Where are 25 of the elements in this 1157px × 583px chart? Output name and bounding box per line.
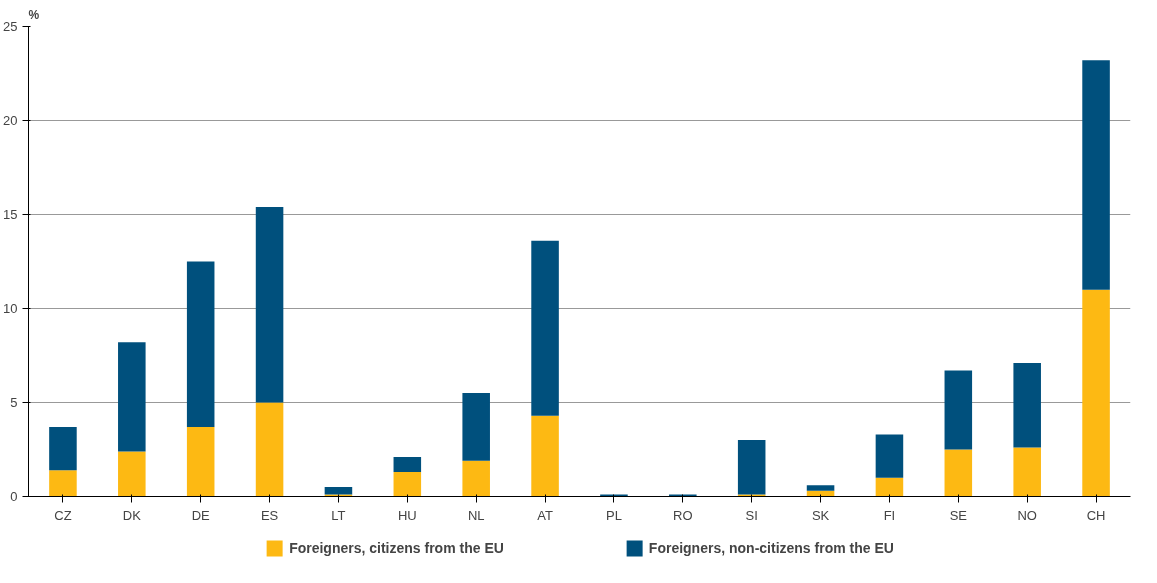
x-tick-label: DE	[191, 507, 211, 523]
x-tick-label: PL	[605, 507, 622, 523]
x-tick-label: NL	[467, 507, 485, 523]
x-tick-label: HU	[397, 507, 417, 523]
x-tick-label: LT	[331, 507, 346, 523]
y-tick-label: 25	[3, 19, 18, 34]
x-tick-label: CH	[1086, 507, 1106, 523]
x-tick-label: ES	[260, 507, 279, 523]
x-tick-label: SE	[949, 507, 968, 523]
x-tick-label: SI	[745, 507, 758, 523]
x-tick-label: FI	[883, 507, 896, 523]
x-tick-label: NO	[1017, 507, 1037, 523]
y-tick-label: 10	[3, 301, 18, 316]
x-tick-label: SK	[811, 507, 830, 523]
x-tick-label: DK	[122, 507, 142, 523]
legend-label: Foreigners, non-citizens from the EU	[648, 539, 894, 556]
x-tick-label: CZ	[54, 507, 72, 523]
y-tick-label: 0	[10, 489, 18, 504]
y-tick-label: 20	[3, 113, 18, 128]
legend-label: Foreigners, citizens from the EU	[289, 539, 504, 556]
x-tick-label: RO	[673, 507, 693, 523]
x-tick-label: AT	[537, 507, 553, 523]
y-tick-label: 5	[10, 395, 18, 410]
y-tick-label: 15	[3, 207, 18, 222]
y-axis-title: %	[28, 7, 40, 22]
